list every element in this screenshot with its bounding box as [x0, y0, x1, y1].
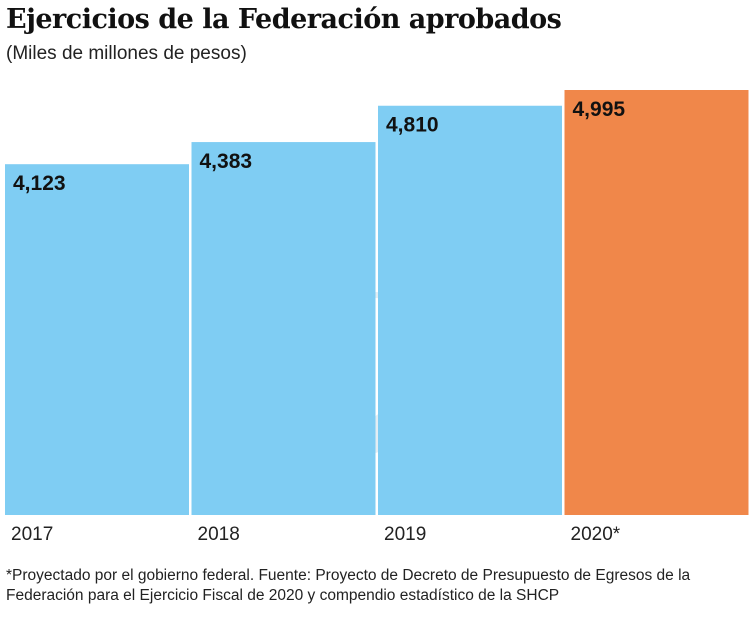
value-label: 4,995 [573, 98, 626, 121]
value-label: 4,383 [200, 150, 253, 173]
chart-subtitle: (Miles de millones de pesos) [6, 43, 247, 64]
footnote: *Proyectado por el gobierno federal. Fue… [6, 567, 691, 604]
bar-2019 [378, 105, 562, 516]
chart-title: Ejercicios de la Federación aprobados [6, 4, 562, 35]
bar-2017 [5, 164, 189, 515]
x-tick-label: 2020* [571, 524, 621, 545]
x-tick-label: 2017 [11, 524, 53, 545]
bar-chart: 4,123 2017 4,383 2018 4,810 2019 4,995 2020* [5, 90, 749, 545]
x-tick-label: 2018 [198, 524, 240, 545]
bar-2020* [564, 90, 749, 515]
value-label: 4,810 [386, 114, 439, 137]
value-label: 4,123 [13, 172, 66, 195]
bar-2018 [191, 142, 376, 515]
x-tick-label: 2019 [384, 524, 426, 545]
